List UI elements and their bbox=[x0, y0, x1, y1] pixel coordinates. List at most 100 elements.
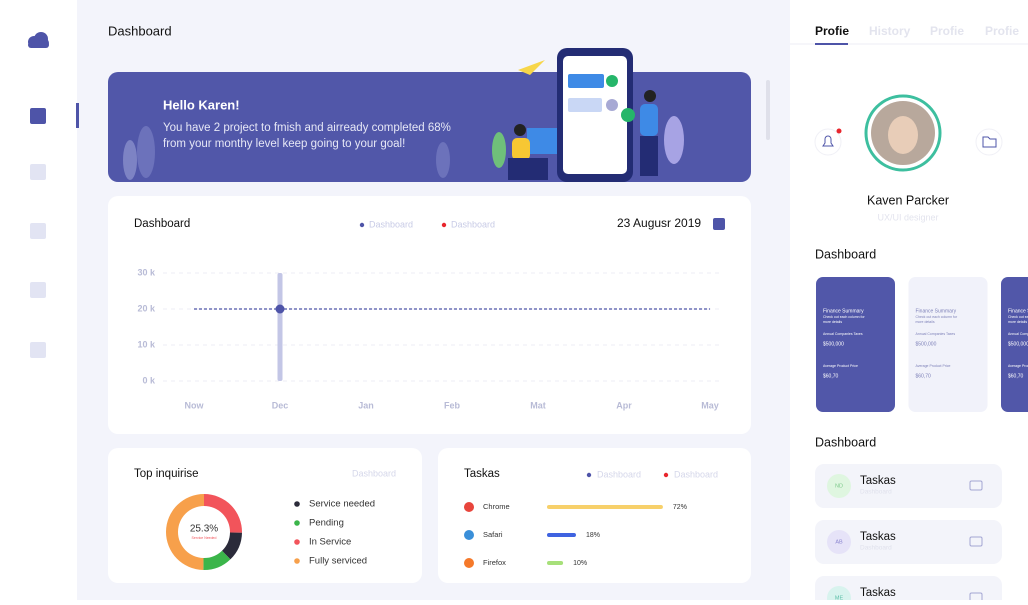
value-label: 10% bbox=[573, 560, 587, 567]
task-icon[interactable] bbox=[969, 480, 983, 491]
legend-label: Service needed bbox=[309, 499, 375, 510]
legend-label: Dashboard bbox=[674, 469, 718, 479]
bar bbox=[547, 533, 576, 537]
card-title: Taskas bbox=[464, 468, 500, 480]
notification-button[interactable] bbox=[814, 128, 842, 156]
legend-label: Dashboard bbox=[451, 219, 495, 229]
card-heading: Finance Summary bbox=[1008, 308, 1028, 314]
donut-segment bbox=[204, 494, 243, 533]
banner-illustration bbox=[123, 48, 684, 182]
legend-dot bbox=[359, 222, 365, 228]
legend-label: Pending bbox=[309, 518, 344, 529]
bar-label: Safari bbox=[483, 530, 503, 539]
donut-center-label: 25.3% bbox=[190, 524, 218, 535]
calendar-icon[interactable] bbox=[713, 218, 725, 230]
task-avatar bbox=[827, 474, 851, 498]
profile-tab[interactable]: Profie bbox=[985, 24, 1019, 38]
nav-icon[interactable] bbox=[30, 282, 46, 298]
nav-indicator bbox=[76, 103, 79, 128]
card-value: $60,70 bbox=[823, 373, 839, 379]
x-tick-label: Now bbox=[185, 400, 205, 410]
task-avatar bbox=[827, 530, 851, 554]
legend-dot bbox=[586, 472, 592, 478]
task-initials: AB bbox=[835, 539, 843, 545]
y-tick-label: 20 k bbox=[137, 303, 156, 313]
logo bbox=[28, 32, 49, 48]
legend-label: Fully serviced bbox=[309, 556, 367, 567]
task-item[interactable] bbox=[815, 576, 1002, 605]
folder-button[interactable] bbox=[975, 128, 1003, 156]
card-value: $500,000 bbox=[823, 341, 844, 347]
card-desc: Check out each column for bbox=[916, 315, 958, 319]
finance-card[interactable] bbox=[1001, 277, 1028, 412]
legend-dot bbox=[294, 501, 300, 507]
task-subtitle: Dashboard bbox=[860, 489, 892, 496]
task-item[interactable] bbox=[815, 520, 1002, 564]
y-tick-label: 30 k bbox=[137, 267, 156, 277]
tab-label: Dashboard bbox=[352, 468, 396, 478]
browser-icon bbox=[464, 502, 474, 512]
x-tick-label: May bbox=[701, 400, 719, 410]
avatar-ring bbox=[864, 94, 942, 172]
donut-center-caption: Service Needed bbox=[192, 536, 217, 540]
donut-segment bbox=[166, 494, 204, 570]
notification-dot bbox=[836, 128, 842, 134]
x-tick-label: Feb bbox=[444, 400, 461, 410]
card-desc: Check out each column for bbox=[1008, 315, 1028, 319]
scrollbar[interactable] bbox=[766, 80, 770, 140]
bar-label: Chrome bbox=[483, 502, 510, 511]
legend-dot bbox=[294, 520, 300, 526]
legend-dot bbox=[663, 472, 669, 478]
card-value: $500,000 bbox=[1008, 341, 1028, 347]
card-value: $60,70 bbox=[916, 373, 932, 379]
finance-card[interactable] bbox=[816, 277, 895, 412]
nav-icon[interactable] bbox=[30, 164, 46, 180]
task-initials: ME bbox=[835, 595, 844, 600]
avatar-face bbox=[888, 116, 918, 154]
section-title: Dashboard bbox=[815, 247, 876, 261]
profile-tab[interactable]: Profie bbox=[930, 24, 964, 38]
nav-icon[interactable] bbox=[30, 108, 46, 124]
nav-icon[interactable] bbox=[30, 223, 46, 239]
task-item[interactable] bbox=[815, 464, 1002, 508]
x-tick-label: Dec bbox=[272, 400, 289, 410]
legend-dot bbox=[441, 222, 447, 228]
card-heading: Finance Summary bbox=[823, 308, 864, 314]
card-title: Dashboard bbox=[134, 218, 190, 230]
section-title: Dashboard bbox=[815, 435, 876, 449]
finance-card[interactable] bbox=[908, 277, 988, 412]
task-icon[interactable] bbox=[969, 536, 983, 547]
nav-icon[interactable] bbox=[30, 342, 46, 358]
banner-greeting: Hello Karen! bbox=[163, 97, 240, 112]
banner-text: from your monthy level keep going to you… bbox=[163, 138, 405, 150]
browser-icon bbox=[464, 558, 474, 568]
card-heading: Finance Summary bbox=[916, 308, 957, 314]
profile-tab[interactable]: Profie bbox=[815, 24, 849, 38]
highlight-bar bbox=[277, 273, 283, 381]
card-desc: more details bbox=[916, 320, 935, 324]
card-label: Annual Companies Taxes bbox=[823, 332, 863, 336]
date-label: 23 Augusr 2019 bbox=[617, 216, 701, 230]
banner-text: You have 2 project to fmish and airready… bbox=[163, 122, 451, 134]
legend-dot bbox=[294, 539, 300, 545]
value-label: 72% bbox=[673, 504, 687, 511]
highlight-point[interactable] bbox=[275, 304, 285, 314]
sidebar bbox=[0, 0, 77, 600]
task-title: Taskas bbox=[860, 531, 896, 543]
card-label: Average Product Price bbox=[823, 364, 858, 368]
card-value: $500,000 bbox=[916, 341, 937, 347]
y-tick-label: 10 k bbox=[137, 339, 156, 349]
legend-label: In Service bbox=[309, 537, 351, 548]
legend-dot bbox=[294, 558, 300, 564]
card-value: $60,70 bbox=[1008, 373, 1024, 379]
bell-icon bbox=[822, 135, 834, 147]
x-tick-label: Mat bbox=[530, 400, 546, 410]
profile-tab[interactable]: History bbox=[869, 24, 911, 38]
task-title: Taskas bbox=[860, 587, 896, 599]
bar bbox=[547, 505, 663, 509]
donut-segment bbox=[222, 532, 242, 560]
card-desc: Check out each column for bbox=[823, 315, 865, 319]
x-tick-label: Apr bbox=[616, 400, 632, 410]
